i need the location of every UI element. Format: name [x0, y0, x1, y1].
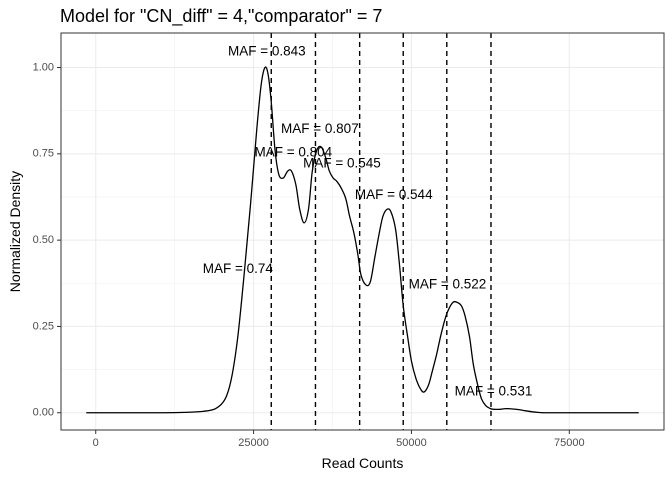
y-tick-label: 0.00	[33, 407, 54, 419]
y-tick-label: 0.75	[33, 148, 54, 160]
x-tick-label: 0	[93, 437, 99, 449]
x-tick-label: 75000	[554, 437, 585, 449]
maf-label: MAF = 0.544	[355, 187, 433, 202]
y-tick-label: 0.25	[33, 320, 54, 332]
panel-border	[60, 32, 665, 431]
x-tick-label: 25000	[238, 437, 269, 449]
x-axis-ticks: 0 25000 50000 75000	[93, 430, 585, 449]
density-line	[86, 66, 639, 414]
chart-title: Model for "CN_diff" = 4,"comparator" = 7	[60, 6, 382, 27]
maf-label: MAF = 0.74	[203, 261, 274, 276]
y-axis-title: Normalized Density	[7, 171, 23, 292]
maf-label: MAF = 0.807	[281, 121, 359, 136]
density-series	[86, 66, 639, 414]
grid	[61, 33, 664, 430]
x-tick-label: 50000	[396, 437, 427, 449]
maf-label: MAF = 0.522	[409, 277, 487, 292]
maf-label: MAF = 0.531	[455, 384, 533, 399]
x-axis-title: Read Counts	[322, 455, 404, 471]
y-tick-label: 1.00	[33, 61, 54, 73]
maf-label: MAF = 0.804	[255, 145, 333, 160]
vertical-dashed-lines	[270, 33, 492, 430]
y-tick-label: 0.50	[33, 234, 54, 246]
maf-label: MAF = 0.545	[303, 156, 381, 171]
maf-label: MAF = 0.843	[228, 44, 306, 59]
y-axis-ticks: 0.00 0.25 0.50 0.75 1.00	[33, 61, 61, 419]
